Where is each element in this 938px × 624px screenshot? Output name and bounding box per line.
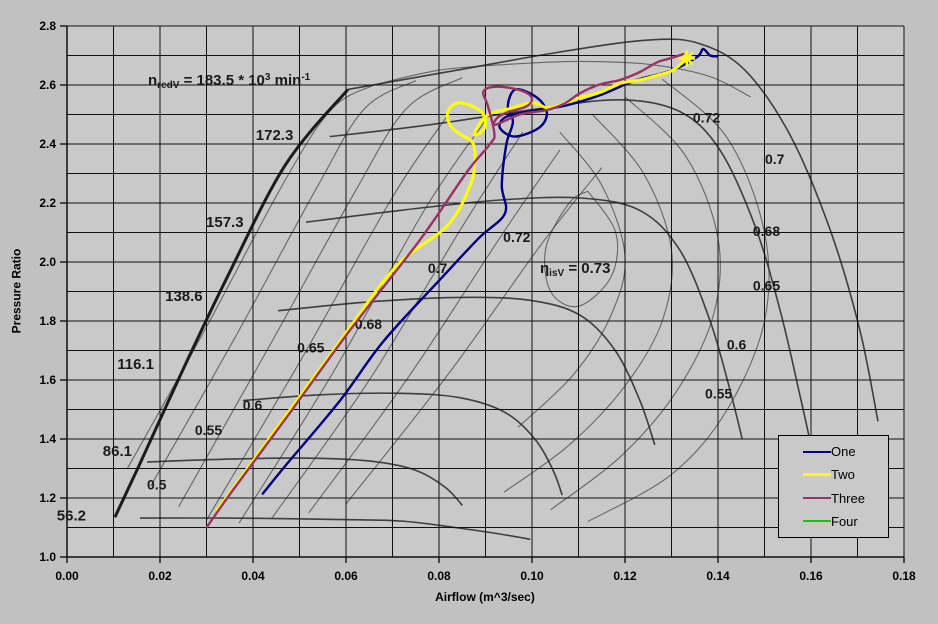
speed-ann-prefix: n bbox=[148, 72, 158, 89]
speed-line bbox=[305, 196, 743, 440]
efficiency-contour-line bbox=[308, 149, 561, 514]
speed-ann-unit-sup: -1 bbox=[301, 72, 311, 83]
y-tick-label: 2.6 bbox=[39, 78, 56, 92]
x-tick-label: 0.04 bbox=[241, 569, 265, 583]
speed-ann-sub: redV bbox=[157, 80, 180, 91]
speed-value-label: 56.2 bbox=[57, 508, 86, 525]
legend-label-two: Two bbox=[831, 467, 855, 483]
x-tick-label: 0.00 bbox=[55, 569, 79, 583]
x-tick-label: 0.18 bbox=[892, 569, 916, 583]
y-tick-label: 1.6 bbox=[39, 373, 56, 387]
x-tick-label: 0.14 bbox=[706, 569, 730, 583]
x-tick-label: 0.16 bbox=[799, 569, 823, 583]
legend-item-one[interactable]: One bbox=[803, 445, 888, 458]
efficiency-contour-line bbox=[238, 120, 486, 524]
speed-line bbox=[347, 38, 879, 422]
x-tick-label: 0.12 bbox=[613, 569, 637, 583]
y-tick-label: 2.4 bbox=[39, 137, 56, 151]
x-tick-label: 0.08 bbox=[427, 569, 451, 583]
efficiency-value-label: 0.6 bbox=[727, 337, 747, 353]
legend[interactable]: One Two Three Four bbox=[778, 435, 889, 538]
x-tick-label: 0.02 bbox=[148, 569, 172, 583]
legend-item-three[interactable]: Three bbox=[803, 492, 888, 505]
x-tick-label: 0.06 bbox=[334, 569, 358, 583]
speed-line bbox=[329, 98, 811, 440]
efficiency-contour-line bbox=[517, 131, 626, 428]
efficiency-contour-line bbox=[206, 114, 449, 521]
efficiency-value-label: 0.5 bbox=[147, 477, 167, 493]
efficiency-value-label: 0.7 bbox=[428, 260, 448, 276]
y-axis-title: Pressure Ratio bbox=[9, 248, 24, 334]
eta-ann-sub: isV bbox=[549, 268, 565, 279]
speed-ann-unit: min bbox=[270, 72, 302, 89]
efficiency-value-label: 0.55 bbox=[705, 385, 732, 401]
legend-label-four: Four bbox=[831, 513, 858, 529]
speed-ann-mid: = 183.5 * 10 bbox=[179, 72, 265, 89]
efficiency-contour-line bbox=[550, 96, 721, 511]
speed-value-label: 157.3 bbox=[206, 214, 244, 231]
legend-line-four bbox=[803, 520, 831, 523]
efficiency-contour-line bbox=[178, 77, 463, 508]
y-tick-label: 2.2 bbox=[39, 196, 56, 210]
speed-line bbox=[278, 296, 656, 446]
y-tick-label: 1.2 bbox=[39, 491, 56, 505]
legend-item-two[interactable]: Two bbox=[803, 468, 888, 481]
speed-line bbox=[242, 392, 563, 496]
series-two-line[interactable] bbox=[215, 56, 689, 512]
speed-value-label: 172.3 bbox=[256, 127, 294, 144]
efficiency-contour-line bbox=[345, 167, 603, 505]
legend-label-three: Three bbox=[831, 490, 865, 506]
efficiency-contour-line bbox=[544, 190, 619, 308]
y-tick-label: 1.8 bbox=[39, 314, 56, 328]
series-end-star-marker bbox=[680, 52, 694, 65]
efficiency-value-label: 0.65 bbox=[297, 340, 324, 356]
y-tick-label: 2.8 bbox=[39, 19, 56, 33]
efficiency-contour-line bbox=[271, 131, 524, 519]
efficiency-value-label: 0.68 bbox=[753, 223, 780, 239]
speed-ann-sup: 3 bbox=[264, 72, 271, 83]
speed-value-label: 116.1 bbox=[117, 356, 154, 373]
surge-line bbox=[113, 88, 350, 518]
y-tick-label: 1.4 bbox=[39, 432, 56, 446]
legend-line-one bbox=[803, 450, 831, 453]
legend-item-four[interactable]: Four bbox=[803, 515, 888, 528]
y-tick-label: 1.0 bbox=[39, 550, 56, 564]
efficiency-value-label: 0.7 bbox=[765, 151, 785, 167]
x-tick-label: 0.10 bbox=[520, 569, 544, 583]
annotation-speed: nredV = 183.5 * 103 min-1 bbox=[148, 72, 310, 91]
eta-ann-prefix: η bbox=[540, 260, 550, 277]
annotation-eta: ηisV = 0.73 bbox=[540, 260, 610, 279]
efficiency-value-label: 0.55 bbox=[195, 422, 222, 438]
legend-line-three bbox=[803, 497, 831, 500]
speed-line bbox=[146, 457, 463, 506]
speed-value-label: 138.6 bbox=[165, 288, 203, 305]
x-axis-title: Airflow (m^3/sec) bbox=[435, 590, 535, 604]
eta-ann-suffix: = 0.73 bbox=[564, 260, 611, 277]
efficiency-contour-line bbox=[150, 80, 417, 487]
legend-label-one: One bbox=[831, 444, 856, 460]
efficiency-value-label: 0.6 bbox=[243, 397, 263, 413]
speed-value-label: 86.1 bbox=[103, 443, 132, 460]
efficiency-value-label: 0.68 bbox=[355, 316, 382, 332]
speed-line bbox=[139, 517, 531, 541]
legend-line-two bbox=[803, 473, 831, 477]
efficiency-value-label: 0.72 bbox=[503, 229, 530, 245]
series-three-line[interactable] bbox=[205, 52, 685, 529]
efficiency-value-label: 0.72 bbox=[693, 109, 720, 125]
y-tick-label: 2.0 bbox=[39, 255, 56, 269]
efficiency-value-label: 0.65 bbox=[753, 278, 780, 294]
